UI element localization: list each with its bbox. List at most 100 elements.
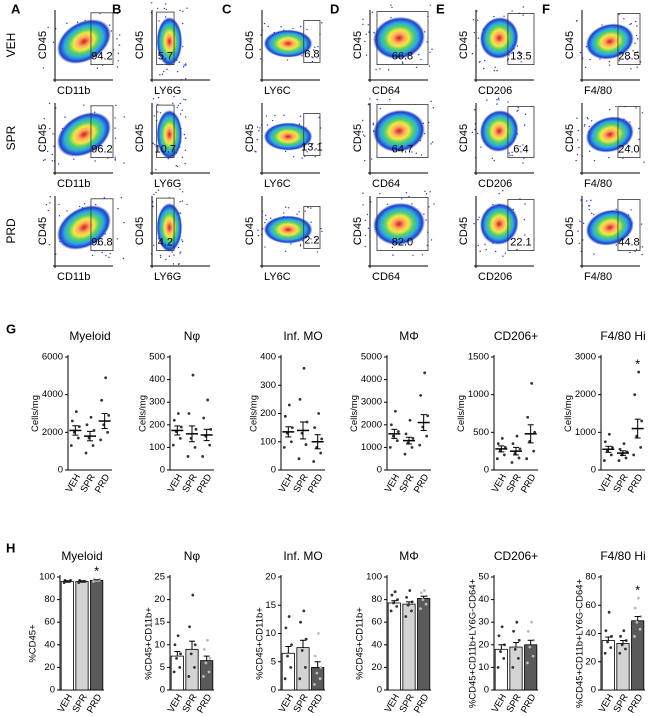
event-dot [177, 246, 180, 249]
event-dot [116, 12, 118, 15]
event-dot [426, 244, 428, 247]
event-dot [372, 123, 375, 126]
y-axis-label: CD45 [564, 217, 576, 245]
event-dot [158, 20, 160, 22]
event-dot [516, 248, 518, 251]
data-point [499, 650, 502, 653]
event-dot [116, 238, 118, 240]
data-point [175, 656, 178, 660]
x-axis-label: LY6C [264, 85, 291, 97]
data-point [188, 625, 192, 629]
event-dot [316, 251, 319, 253]
data-point [500, 625, 504, 629]
data-point [317, 632, 320, 635]
data-point [100, 398, 104, 402]
event-dot [311, 60, 314, 63]
event-dot [296, 213, 298, 215]
event-dot [641, 112, 644, 114]
event-dot [280, 26, 282, 28]
data-point [496, 442, 500, 446]
event-dot [634, 42, 636, 44]
x-axis-label: CD11b [57, 85, 90, 97]
event-dot [524, 234, 526, 236]
x-tick-label: PRD [195, 472, 215, 495]
data-point [404, 615, 408, 618]
data-point [624, 639, 628, 642]
y-tick-label: 1000 [575, 427, 596, 438]
data-point [607, 610, 611, 614]
event-dot [362, 192, 364, 194]
event-dot [365, 54, 368, 56]
event-dot [504, 252, 507, 254]
event-dot [405, 191, 408, 194]
event-dot [593, 213, 595, 216]
event-dot [84, 203, 86, 205]
y-tick-label: 300 [260, 380, 276, 391]
event-dot [376, 98, 378, 101]
data-point [283, 677, 287, 681]
data-point [640, 419, 644, 423]
event-dot [53, 145, 55, 147]
data-point [283, 414, 287, 418]
event-dot [430, 239, 433, 241]
x-tick-label: PRD [626, 692, 646, 715]
event-dot [260, 34, 262, 36]
x-tick-label: PRD [195, 692, 215, 715]
gate [376, 104, 429, 159]
gate-percent: 13.1 [301, 141, 322, 153]
gate-percent: 44.8 [618, 237, 639, 249]
event-dot [257, 234, 260, 237]
event-dot [362, 18, 364, 20]
event-dot [590, 199, 592, 202]
bar [90, 579, 104, 691]
event-dot [498, 192, 500, 195]
event-dot [122, 257, 125, 260]
chart-title: MΦ [399, 329, 419, 343]
event-dot [283, 114, 285, 116]
y-tick-label: 500 [149, 352, 165, 363]
data-point [426, 414, 430, 418]
y-tick-label: 200 [149, 419, 165, 430]
event-dot [368, 31, 370, 33]
event-dot [314, 46, 316, 48]
event-dot [256, 126, 259, 128]
bar [185, 648, 199, 691]
y-tick-label: 0 [591, 465, 596, 476]
event-dot [589, 150, 591, 152]
data-point [62, 581, 66, 585]
event-dot [575, 20, 578, 22]
bar [311, 667, 325, 691]
event-dot [264, 246, 266, 248]
event-dot [479, 60, 481, 63]
event-dot [477, 218, 479, 221]
data-point [606, 640, 609, 644]
y-tick-label: 0 [377, 465, 382, 476]
data-point [526, 415, 530, 419]
panel-letter: F [542, 1, 550, 16]
data-point [85, 423, 89, 427]
data-point [518, 447, 522, 451]
data-point [393, 590, 397, 594]
event-dot [114, 117, 116, 119]
section-label: H [6, 540, 15, 555]
flow-plot [471, 97, 527, 164]
gate-percent: 28.5 [618, 51, 639, 63]
event-dot [420, 58, 422, 61]
data-point [201, 455, 205, 458]
event-dot [44, 158, 46, 161]
y-tick-label: 5 [160, 662, 165, 673]
event-dot [73, 158, 75, 160]
event-dot [182, 10, 184, 13]
data-point [313, 682, 316, 686]
gate [507, 13, 535, 65]
event-dot [430, 143, 432, 145]
event-dot [292, 156, 295, 158]
event-dot [308, 51, 311, 53]
event-dot [366, 213, 369, 216]
event-dot [364, 234, 367, 236]
density [263, 29, 313, 58]
gate [90, 12, 114, 65]
event-dot [519, 145, 521, 148]
data-point [632, 453, 636, 457]
data-point [202, 675, 205, 678]
